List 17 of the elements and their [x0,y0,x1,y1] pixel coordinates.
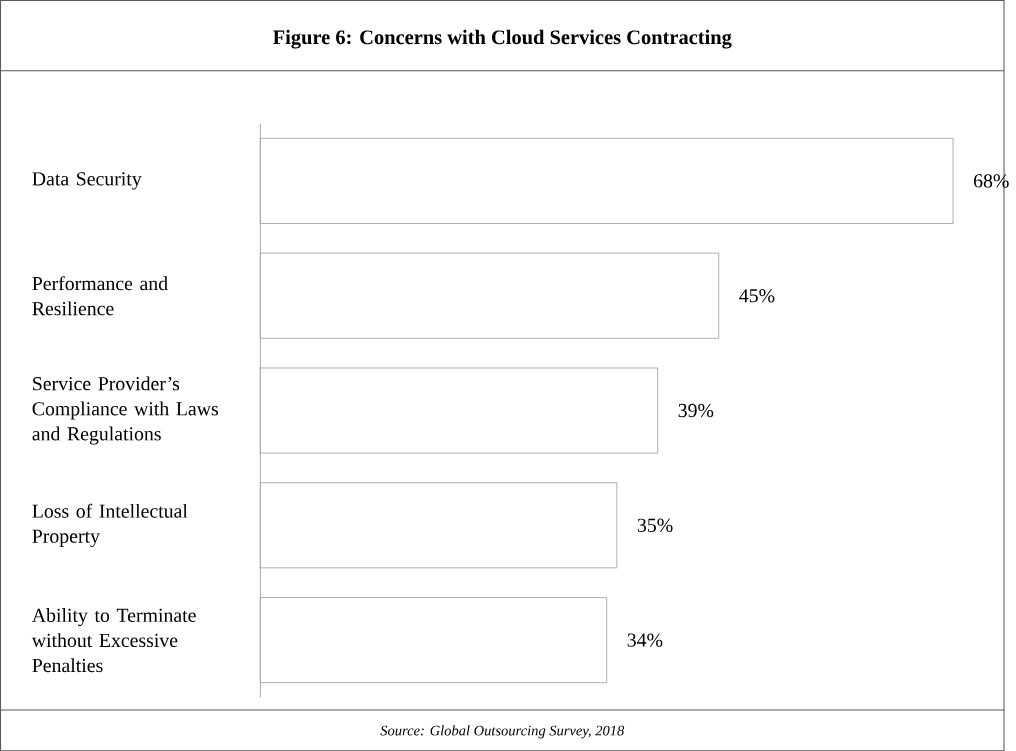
data-label: 39% [678,403,714,418]
y-tick-label: Data Security [32,172,142,190]
bar [260,482,618,569]
y-tick-label: Performance and Resilience [32,276,168,316]
y-tick-label: Ability to Terminate without Excessive Penalties [31,608,196,673]
data-label: 35% [637,518,673,532]
bar [260,138,954,224]
bar [260,597,607,683]
source-note: Source: Global Outsourcing Survey, 2018 [380,725,625,739]
data-label: 68% [973,174,1009,188]
y-tick-label: Service Provider’s Compliance with Laws and Regulations [32,376,218,445]
y-tick-label: Loss of Intellectual Property [32,503,188,547]
chart-title: Figure 6: Concerns with Cloud Services Contracting [273,29,732,49]
data-label: 45% [739,288,775,303]
bar [260,252,720,339]
data-label: 34% [627,633,663,647]
bar [260,367,658,454]
